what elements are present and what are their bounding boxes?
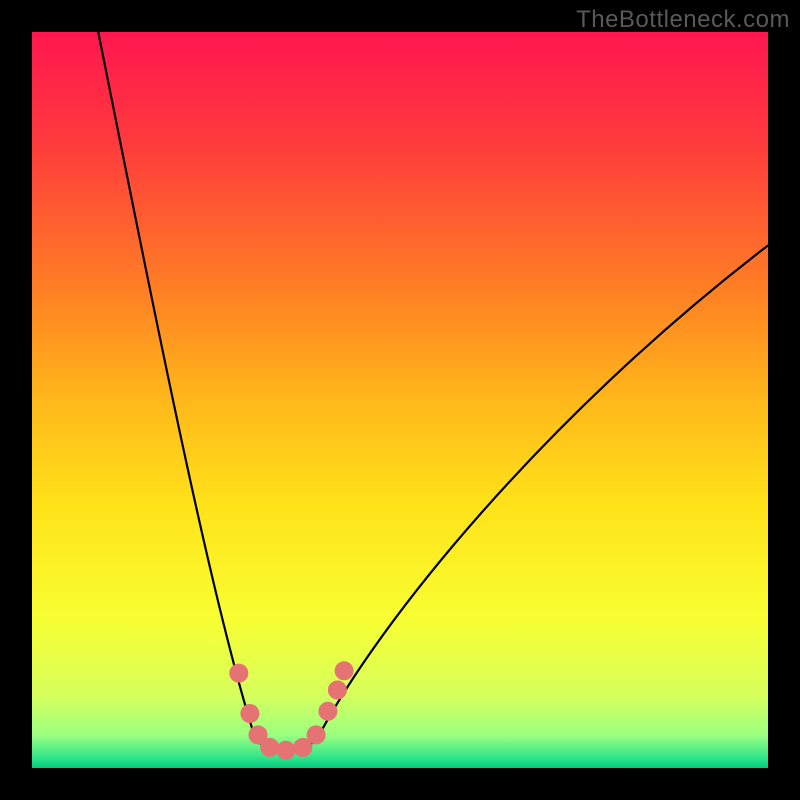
marker-point [241, 705, 259, 723]
chart-svg [0, 0, 800, 800]
marker-point [230, 664, 248, 682]
chart-stage: TheBottleneck.com [0, 0, 800, 800]
marker-point [261, 738, 279, 756]
watermark-text: TheBottleneck.com [576, 6, 790, 34]
marker-point [277, 741, 295, 759]
marker-point [335, 662, 353, 680]
marker-point [328, 681, 346, 699]
marker-point [319, 702, 337, 720]
gradient-background [32, 32, 768, 768]
marker-point [307, 726, 325, 744]
